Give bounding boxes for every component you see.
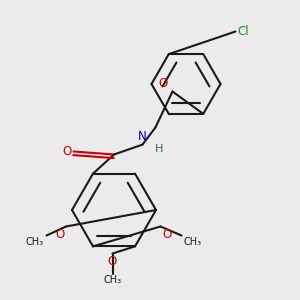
Text: Cl: Cl (237, 25, 249, 38)
Text: O: O (108, 255, 117, 268)
Text: CH₃: CH₃ (26, 237, 44, 247)
Text: H: H (154, 144, 163, 154)
Text: N: N (138, 130, 147, 143)
Text: O: O (159, 77, 168, 90)
Text: O: O (55, 228, 64, 241)
Text: O: O (63, 145, 72, 158)
Text: CH₃: CH₃ (184, 237, 202, 247)
Text: O: O (162, 228, 171, 241)
Text: CH₃: CH₃ (103, 275, 122, 285)
